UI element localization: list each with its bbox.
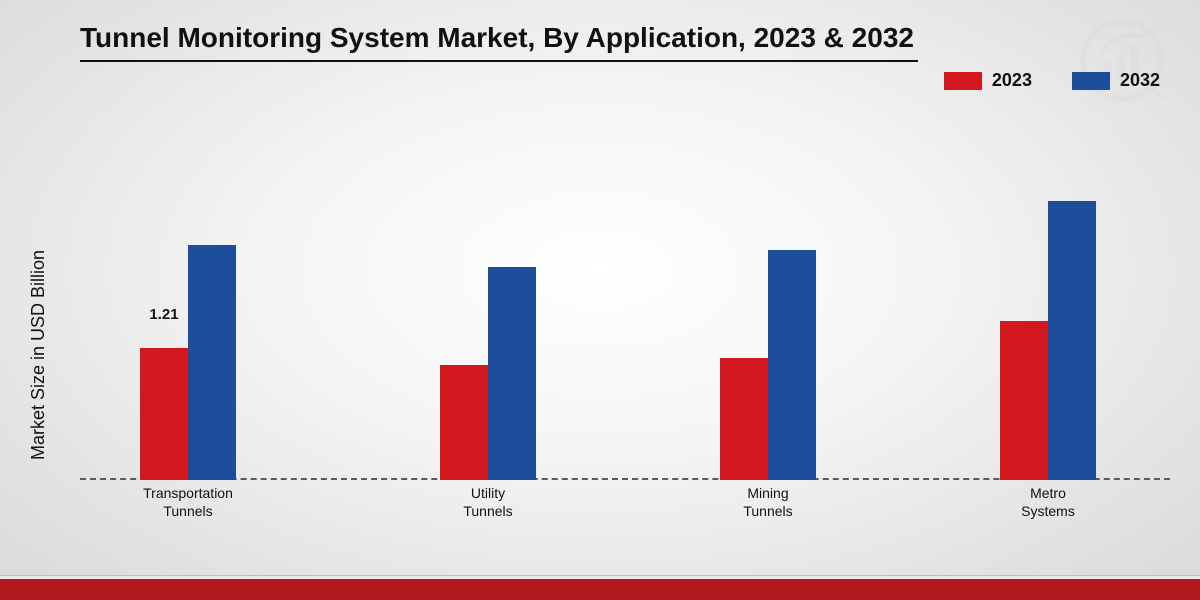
chart-title: Tunnel Monitoring System Market, By Appl…: [80, 22, 918, 62]
bar-group: [720, 250, 816, 480]
category-label: Metro Systems: [1021, 485, 1075, 520]
y-axis-label: Market Size in USD Billion: [28, 250, 49, 460]
legend-label-2032: 2032: [1120, 70, 1160, 91]
footer-accent-bar: [0, 576, 1200, 600]
category-label: Utility Tunnels: [463, 485, 512, 520]
plot-area: 1.21Transportation TunnelsUtility Tunnel…: [80, 130, 1170, 480]
bar-2032: [1048, 201, 1096, 480]
legend-label-2023: 2023: [992, 70, 1032, 91]
bar-2023: [720, 358, 768, 481]
bar-2032: [768, 250, 816, 480]
legend-swatch-2032: [1072, 72, 1110, 90]
bar-group: [1000, 201, 1096, 480]
bar-2023: [1000, 321, 1048, 480]
legend-item-2032: 2032: [1072, 70, 1160, 91]
bar-2023: [440, 365, 488, 480]
category-label: Mining Tunnels: [743, 485, 792, 520]
bar-2032: [188, 245, 236, 480]
bar-2032: [488, 267, 536, 480]
legend: 2023 2032: [944, 70, 1160, 91]
legend-item-2023: 2023: [944, 70, 1032, 91]
chart-stage: Tunnel Monitoring System Market, By Appl…: [0, 0, 1200, 600]
category-label: Transportation Tunnels: [143, 485, 233, 520]
bar-group: [140, 245, 236, 480]
legend-swatch-2023: [944, 72, 982, 90]
bar-group: [440, 267, 536, 480]
bar-2023: [140, 348, 188, 480]
